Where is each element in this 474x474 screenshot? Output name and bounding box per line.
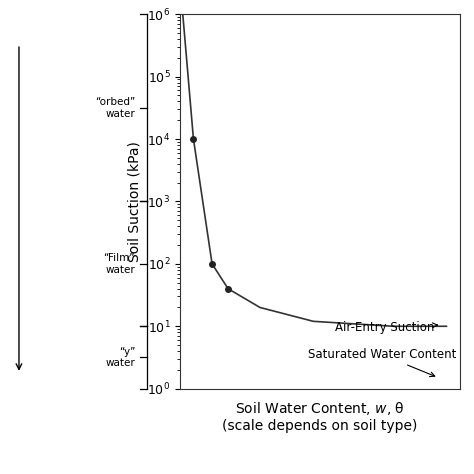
Y-axis label: Soil Suction (kPa): Soil Suction (kPa): [128, 141, 142, 262]
Text: Saturated Water Content: Saturated Water Content: [308, 348, 456, 376]
Text: “orbed”
water: “orbed” water: [95, 97, 135, 118]
X-axis label: Soil Water Content, $w$, θ
(scale depends on soil type): Soil Water Content, $w$, θ (scale depend…: [222, 400, 418, 433]
Text: Air-Entry Suction: Air-Entry Suction: [335, 321, 438, 334]
Text: “Film”
water: “Film” water: [104, 253, 135, 274]
Text: “y”
water: “y” water: [105, 346, 135, 368]
